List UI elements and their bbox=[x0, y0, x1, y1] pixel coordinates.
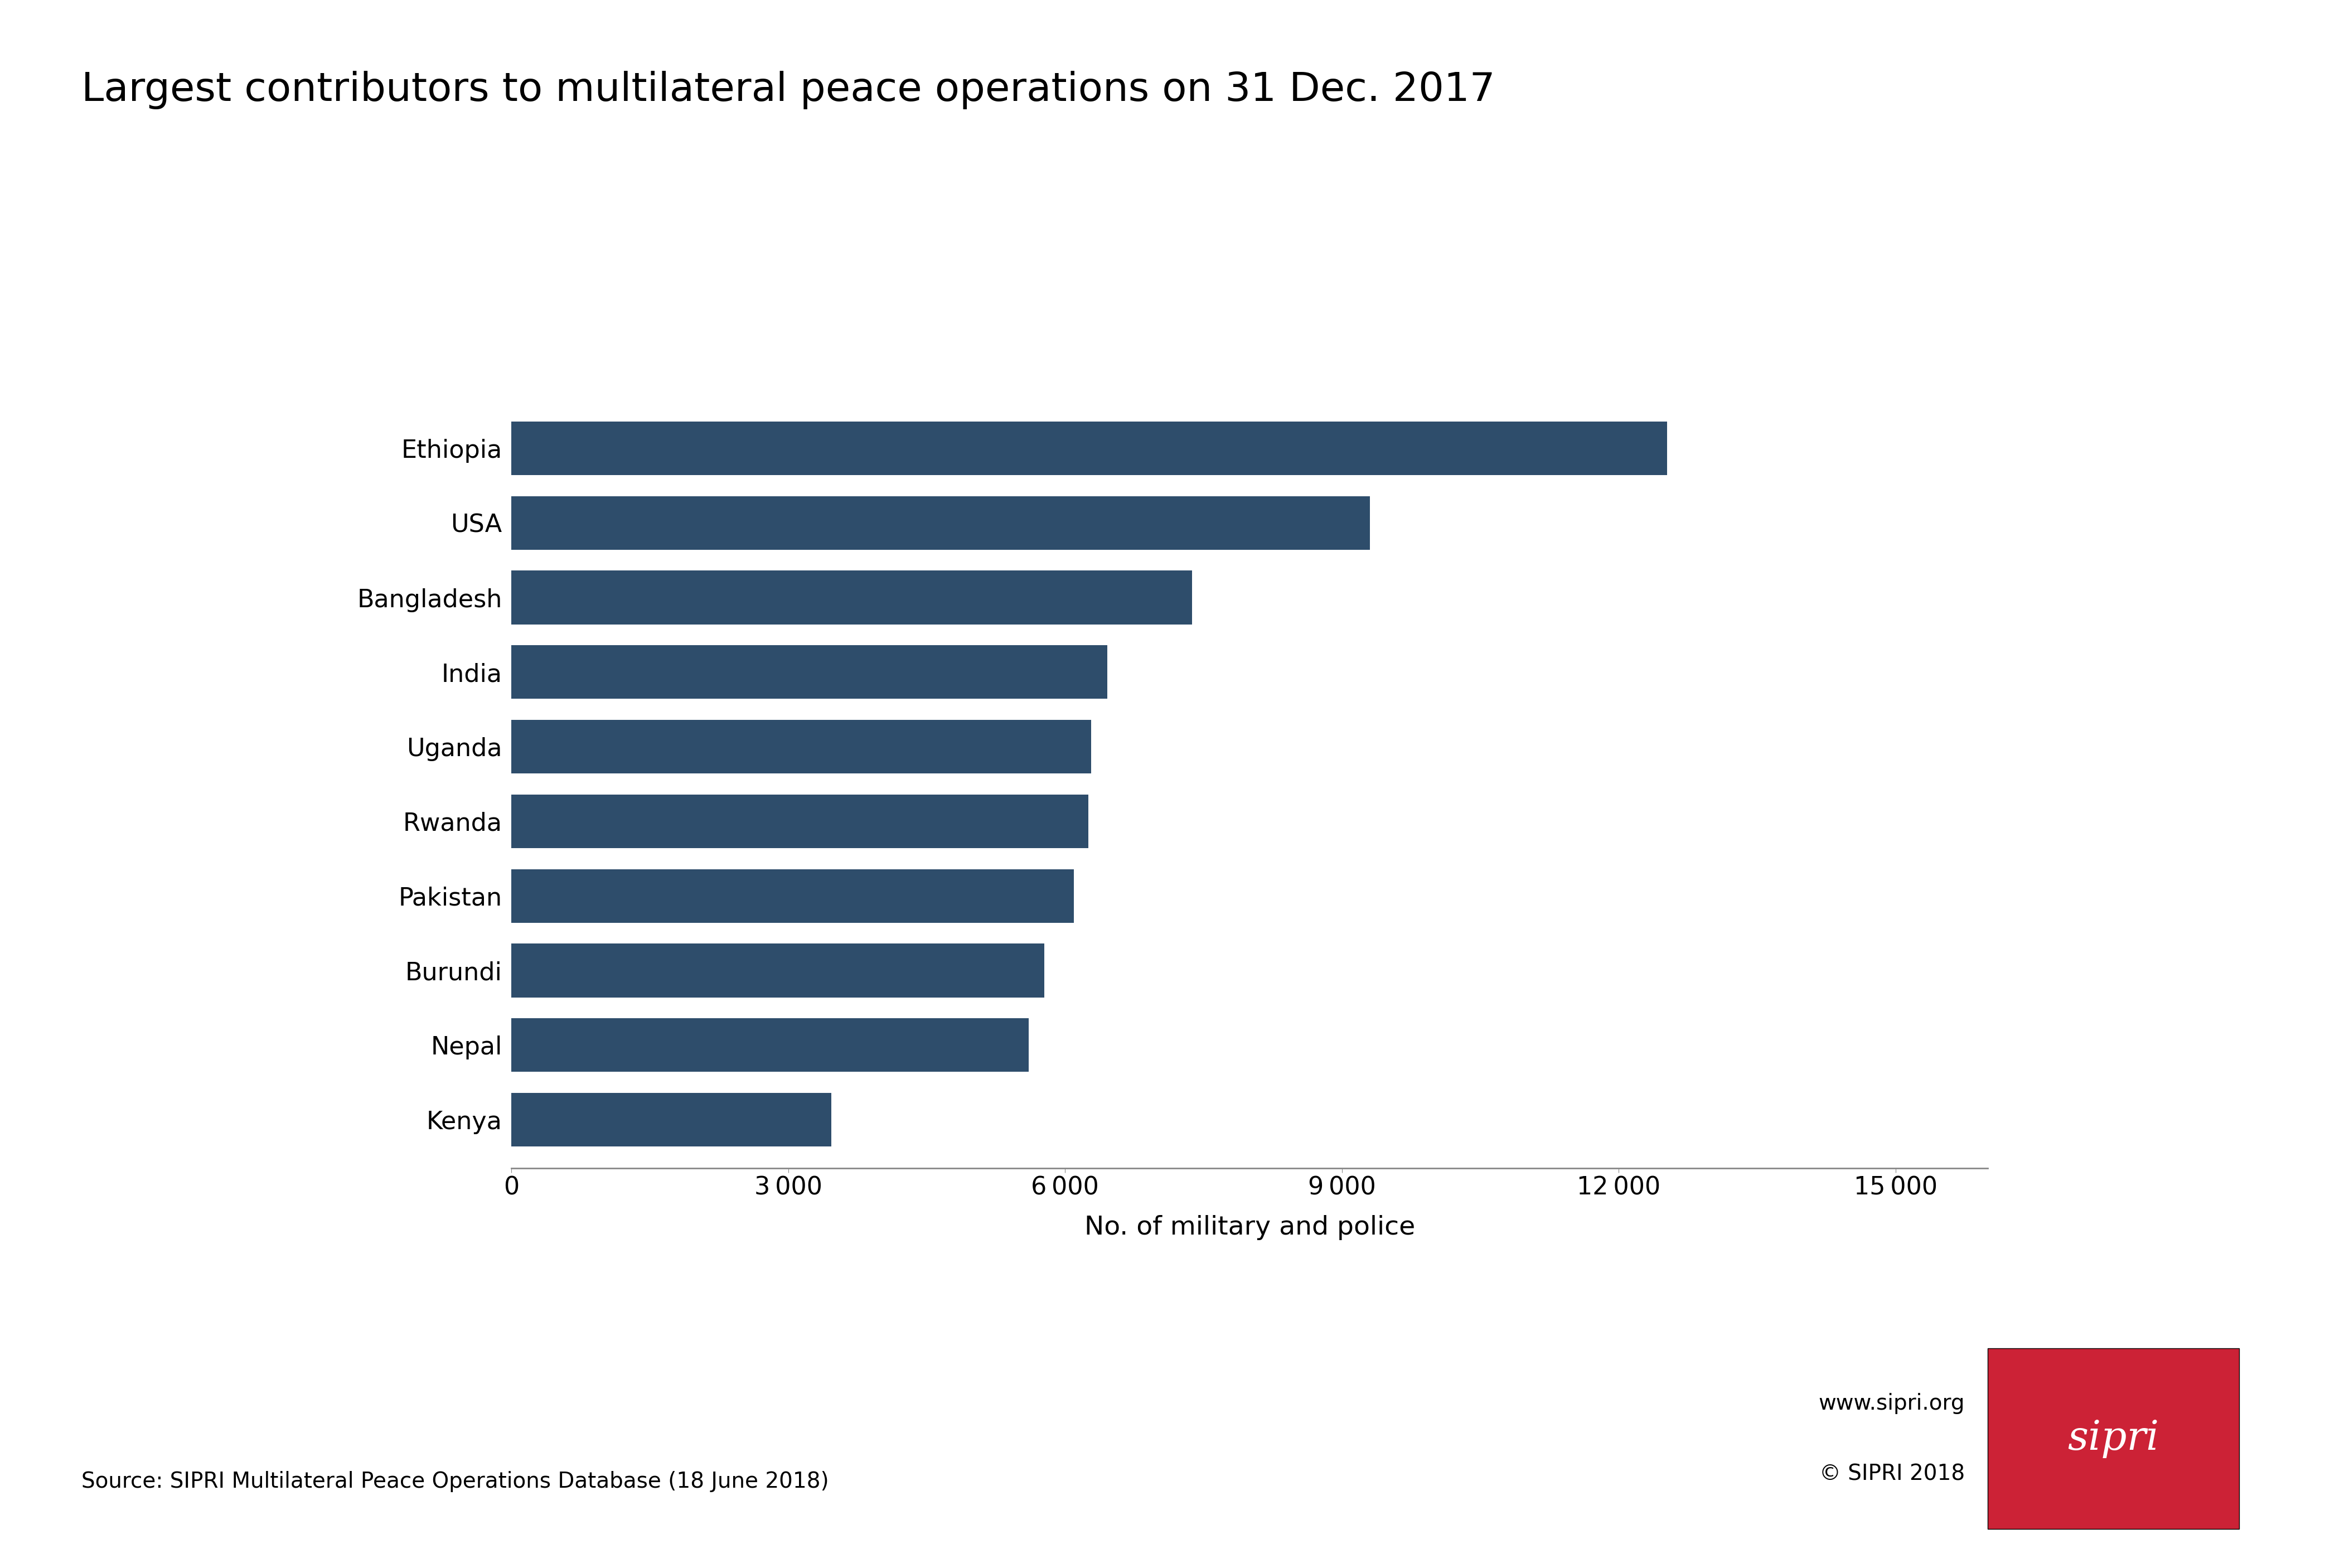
Bar bbox=[511, 795, 1088, 848]
Text: © SIPRI 2018: © SIPRI 2018 bbox=[1818, 1463, 1965, 1485]
Bar bbox=[511, 1018, 1028, 1073]
Bar bbox=[511, 422, 1667, 475]
X-axis label: No. of military and police: No. of military and police bbox=[1083, 1215, 1416, 1240]
Bar bbox=[511, 646, 1107, 699]
Bar bbox=[511, 1093, 832, 1146]
Bar bbox=[511, 495, 1369, 550]
Text: www.sipri.org: www.sipri.org bbox=[1818, 1392, 1965, 1414]
Text: Largest contributors to multilateral peace operations on 31 Dec. 2017: Largest contributors to multilateral pea… bbox=[81, 71, 1495, 110]
Bar bbox=[511, 720, 1090, 773]
Text: Source: SIPRI Multilateral Peace Operations Database (18 June 2018): Source: SIPRI Multilateral Peace Operati… bbox=[81, 1471, 828, 1493]
Text: sipri: sipri bbox=[2067, 1419, 2160, 1458]
Bar bbox=[511, 869, 1074, 922]
Bar bbox=[511, 571, 1193, 624]
Bar bbox=[511, 944, 1044, 997]
